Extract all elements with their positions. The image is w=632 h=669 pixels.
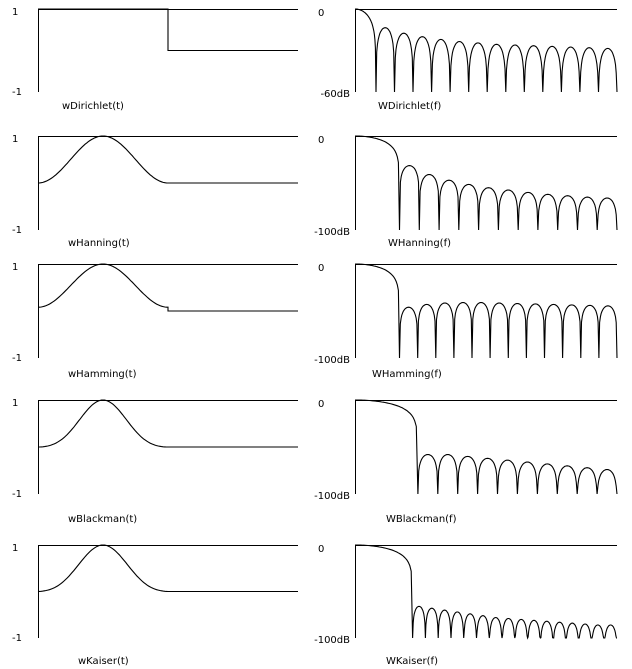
ymin-label-blackman-freq: -100dB bbox=[314, 491, 350, 502]
series-hanning-time bbox=[37, 135, 298, 184]
ymin-label-hanning-freq: -100dB bbox=[314, 227, 350, 238]
ymax-label-kaiser-time: 1 bbox=[12, 543, 18, 554]
ymax-label-hamming-freq: 0 bbox=[318, 263, 324, 274]
series-hamming-time bbox=[38, 263, 298, 312]
ymin-label-kaiser-time: -1 bbox=[12, 633, 22, 644]
caption-dirichlet-freq: WDirichlet(f) bbox=[378, 101, 441, 112]
ymax-label-blackman-freq: 0 bbox=[318, 399, 324, 410]
caption-kaiser-freq: WKaiser(f) bbox=[386, 656, 438, 667]
ymin-label-dirichlet-time: -1 bbox=[12, 87, 22, 98]
series-dirichlet-frequency bbox=[355, 8, 618, 93]
ymin-label-kaiser-freq: -100dB bbox=[314, 635, 350, 646]
caption-kaiser-time: wKaiser(t) bbox=[78, 656, 129, 667]
series-kaiser-frequency bbox=[355, 544, 618, 640]
caption-dirichlet-time: wDirichlet(t) bbox=[62, 101, 124, 112]
ymin-label-dirichlet-freq: -60dB bbox=[320, 89, 350, 100]
series-hanning-frequency bbox=[355, 135, 618, 231]
caption-hamming-freq: WHamming(f) bbox=[372, 369, 442, 380]
caption-hanning-time: wHanning(t) bbox=[68, 238, 130, 249]
series-dirichlet-time bbox=[38, 8, 298, 52]
ymax-label-hanning-freq: 0 bbox=[318, 135, 324, 146]
ymax-label-kaiser-freq: 0 bbox=[318, 544, 324, 555]
series-hamming-frequency bbox=[355, 263, 618, 359]
series-blackman-time bbox=[38, 399, 298, 448]
ymin-label-hanning-time: -1 bbox=[12, 225, 22, 236]
caption-blackman-time: wBlackman(t) bbox=[68, 514, 137, 525]
ymax-label-dirichlet-time: 1 bbox=[12, 7, 18, 18]
ymax-label-hamming-time: 1 bbox=[12, 262, 18, 273]
ymax-label-blackman-time: 1 bbox=[12, 398, 18, 409]
caption-hamming-time: wHamming(t) bbox=[68, 369, 137, 380]
caption-blackman-freq: WBlackman(f) bbox=[386, 514, 457, 525]
ymin-label-blackman-time: -1 bbox=[12, 489, 22, 500]
ymax-label-hanning-time: 1 bbox=[12, 134, 18, 145]
ymin-label-hamming-time: -1 bbox=[12, 353, 22, 364]
ymin-label-hamming-freq: -100dB bbox=[314, 355, 350, 366]
ymax-label-dirichlet-freq: 0 bbox=[318, 8, 324, 19]
series-kaiser-time bbox=[37, 544, 298, 593]
series-blackman-frequency bbox=[355, 399, 618, 495]
caption-hanning-freq: WHanning(f) bbox=[388, 238, 451, 249]
